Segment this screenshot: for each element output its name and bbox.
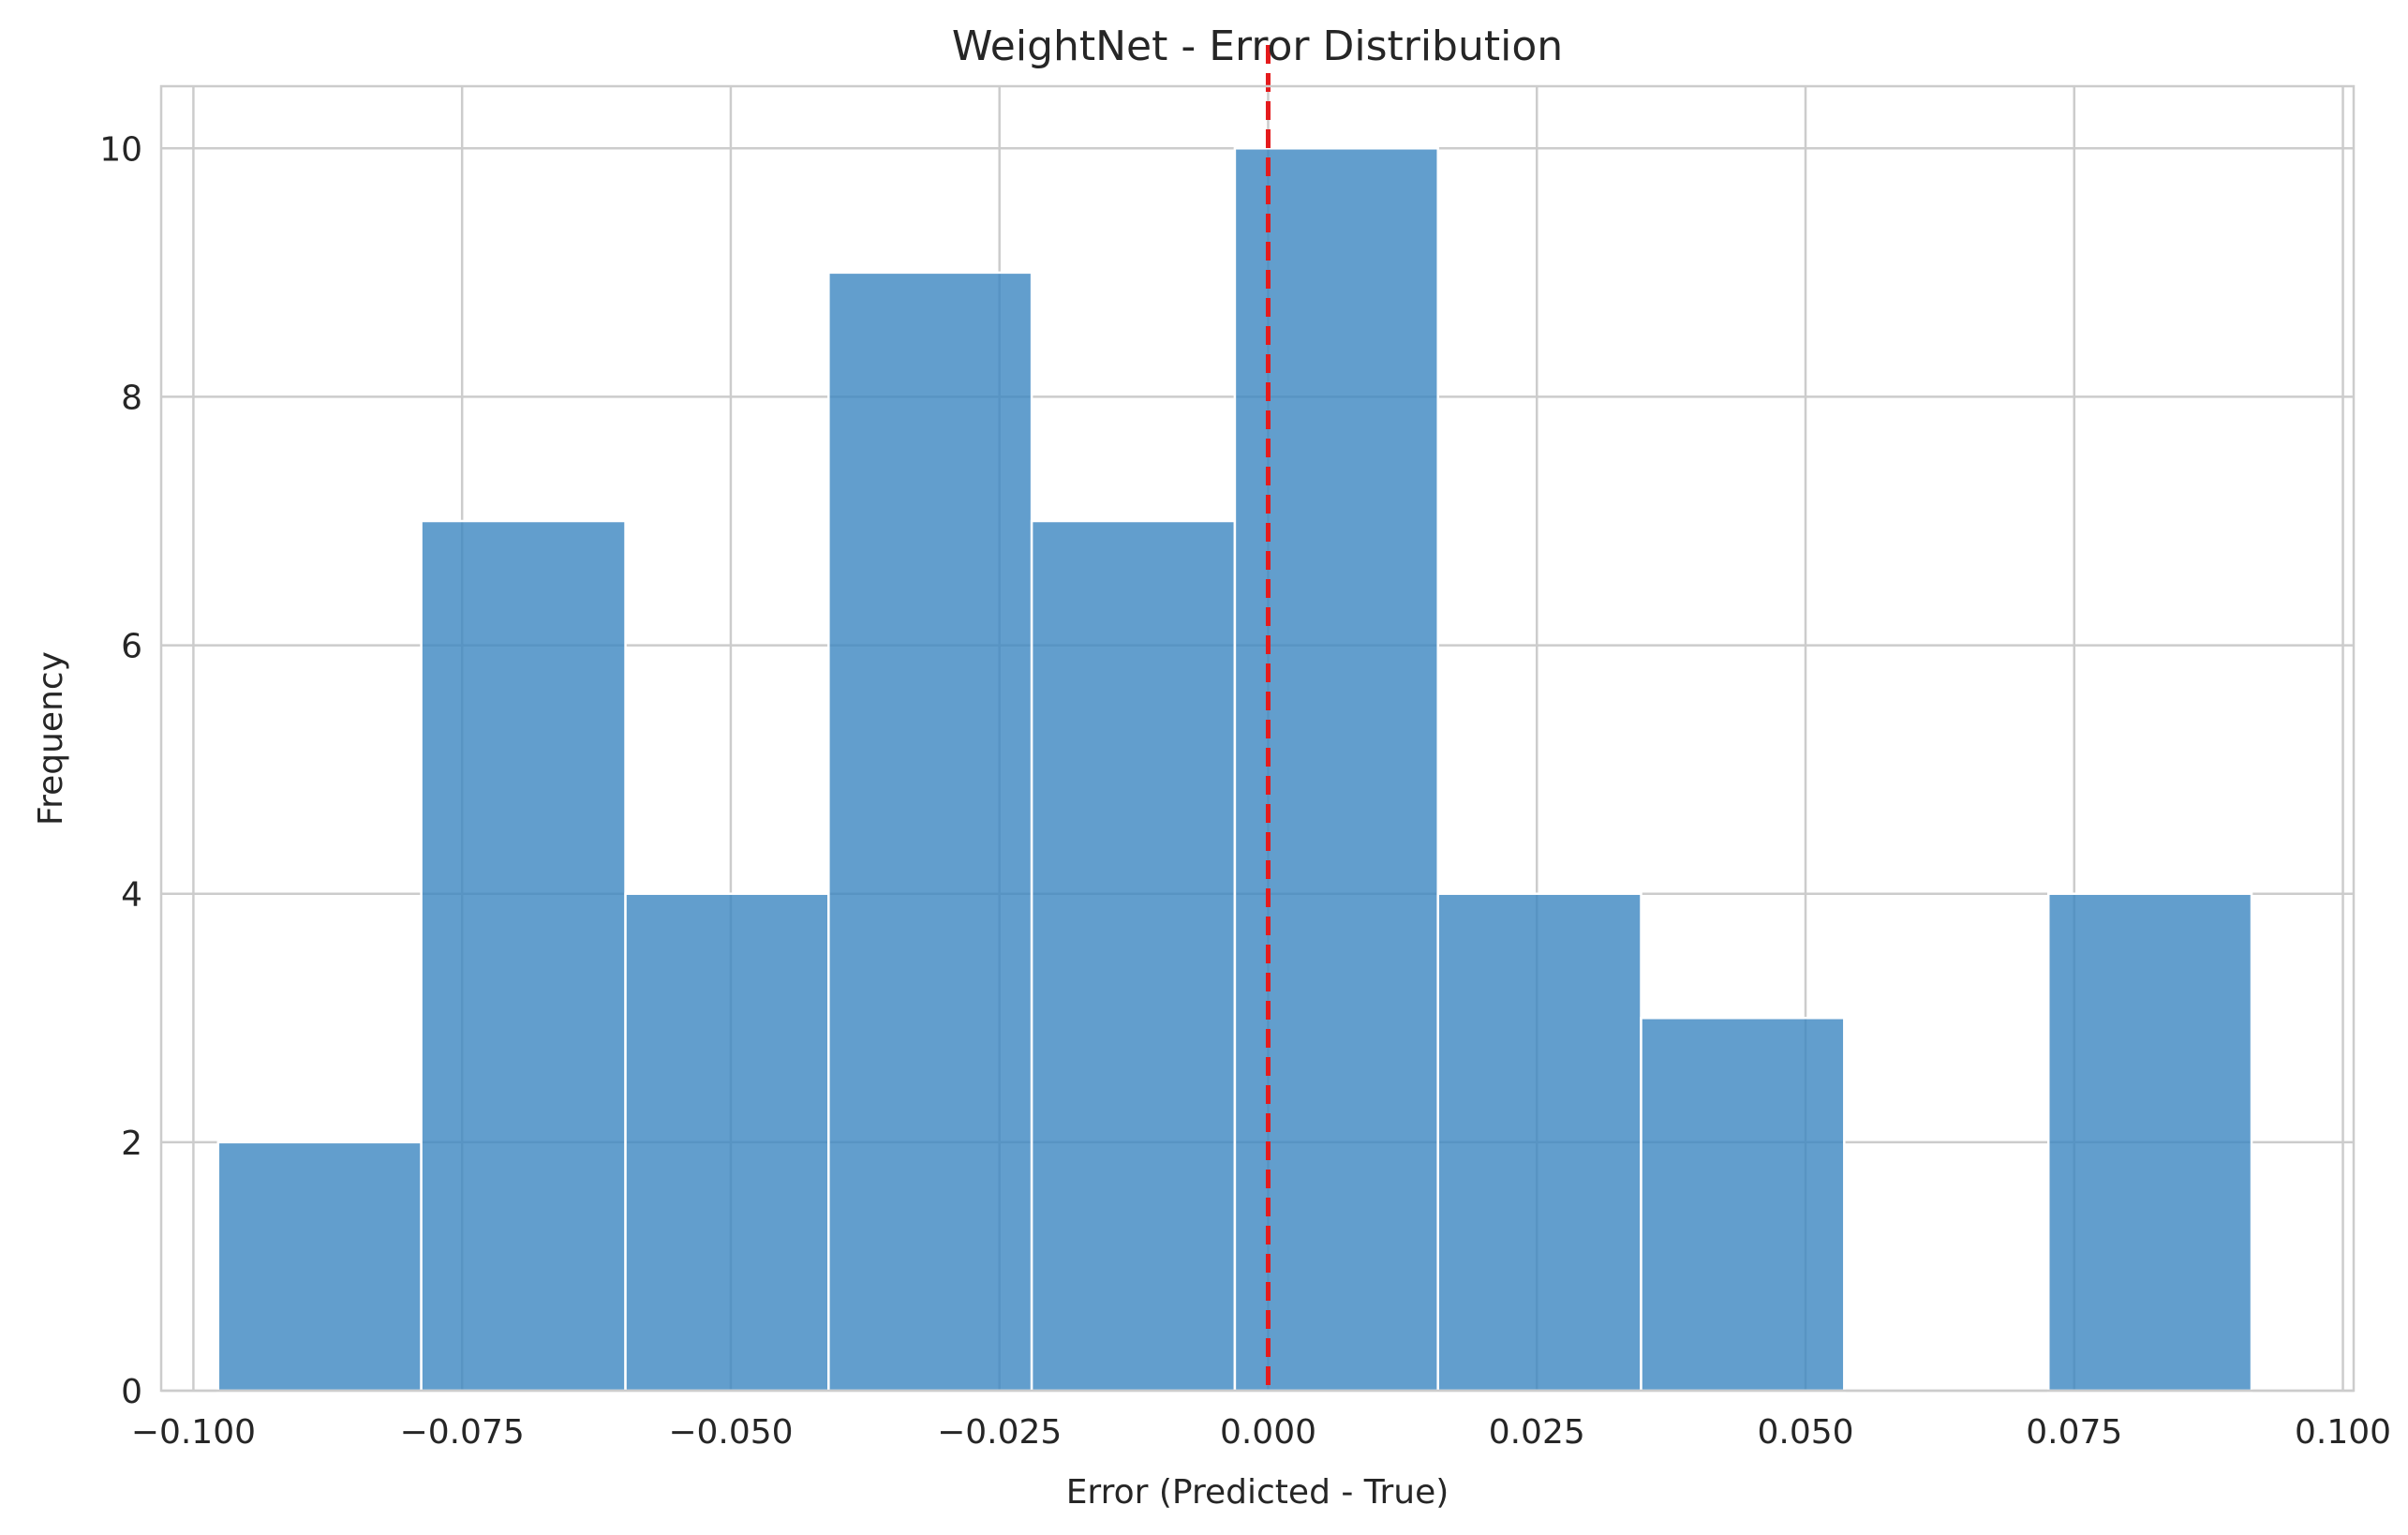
y-axis-label: Frequency <box>32 651 70 826</box>
x-tick-label-1: −0.075 <box>400 1413 525 1452</box>
histogram-bar-5 <box>1233 147 1439 1393</box>
x-axis-ticks: −0.100 −0.075 −0.050 −0.025 0.000 0.025 0.050 0… <box>131 1413 2391 1452</box>
y-tick-label-4: 8 <box>121 379 142 417</box>
x-tick-label-8: 0.100 <box>2295 1413 2391 1452</box>
histogram-bars <box>216 147 2253 1393</box>
y-axis-ticks: 0 2 4 6 8 10 <box>99 130 142 1411</box>
x-tick-label-2: −0.050 <box>668 1413 793 1452</box>
chart-title: WeightNet - Error Distribution <box>952 22 1563 70</box>
x-axis-label: Error (Predicted - True) <box>1066 1473 1449 1512</box>
y-tick-label-5: 10 <box>99 130 142 169</box>
histogram-bar-6 <box>1436 892 1642 1393</box>
histogram-bar-2 <box>624 892 830 1393</box>
y-tick-label-1: 2 <box>121 1125 142 1163</box>
histogram-bar-1 <box>420 519 627 1393</box>
x-tick-label-4: 0.000 <box>1220 1413 1316 1452</box>
histogram-bar-3 <box>827 271 1033 1393</box>
plot-area-frame <box>159 84 2356 1393</box>
y-tick-label-0: 0 <box>121 1373 142 1411</box>
histogram-bar-0 <box>216 1140 423 1393</box>
histogram-bar-9 <box>2046 892 2253 1393</box>
histogram-bar-7 <box>1640 1017 1846 1393</box>
y-tick-label-2: 4 <box>121 876 142 915</box>
x-tick-label-5: 0.025 <box>1489 1413 1585 1452</box>
x-tick-label-6: 0.050 <box>1757 1413 1853 1452</box>
x-tick-label-3: −0.025 <box>937 1413 1062 1452</box>
histogram-bar-4 <box>1030 519 1237 1393</box>
y-tick-label-3: 6 <box>121 628 142 666</box>
x-tick-label-0: −0.100 <box>131 1413 256 1452</box>
x-tick-label-7: 0.075 <box>2026 1413 2122 1452</box>
